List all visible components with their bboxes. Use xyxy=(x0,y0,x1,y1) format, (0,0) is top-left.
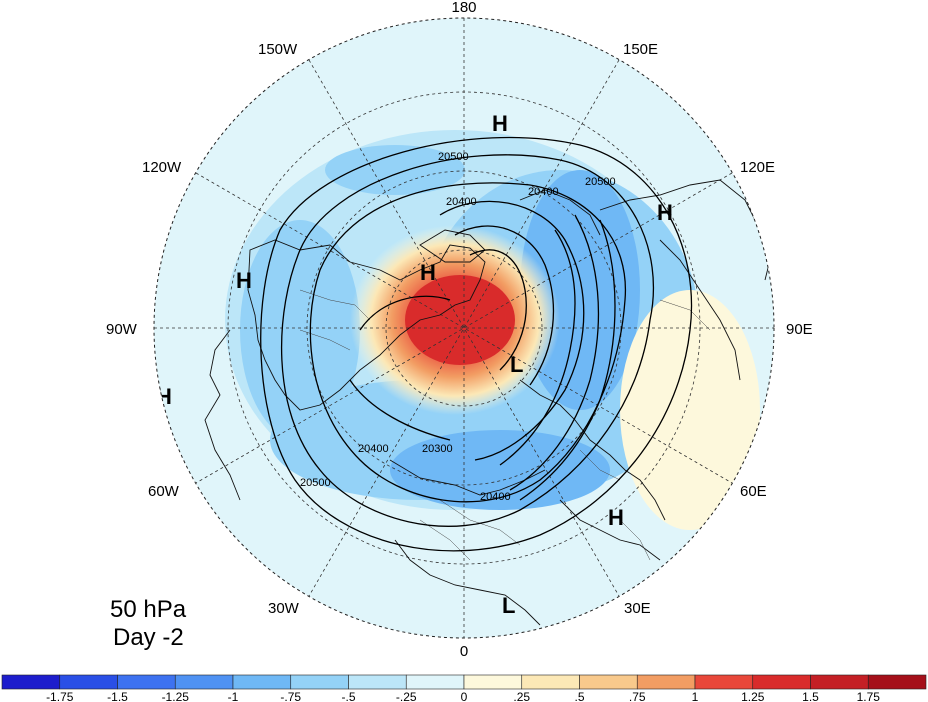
colorbar-swatch xyxy=(867,674,927,690)
colorbar-tick-label: 1.5 xyxy=(802,690,819,702)
contour-label-group: 20500 20400 20400 20500 20400 20300 2040… xyxy=(300,151,616,503)
high-pressure-marker: H xyxy=(608,505,624,530)
colorbar-swatch xyxy=(521,674,580,690)
colorbar-tick-label: -.5 xyxy=(341,690,355,702)
lon-label-90e: 90E xyxy=(786,321,813,338)
colorbar-swatch xyxy=(694,674,754,690)
longitude-labels: 180 150E 120E 90E 60E 30E 0 30W 60W 90W … xyxy=(106,0,813,660)
colorbar-swatch xyxy=(348,674,407,690)
colorbar-swatch xyxy=(636,674,696,690)
colorbar-swatch xyxy=(405,674,465,690)
lon-label-120w: 120W xyxy=(142,159,182,176)
colorbar-tick-label: .5 xyxy=(574,690,584,702)
lon-label-180: 180 xyxy=(451,0,476,16)
height-contours xyxy=(260,136,693,552)
colorbar-swatch xyxy=(59,674,118,690)
colorbar-tick-label: -1 xyxy=(228,690,239,702)
lon-label-60w: 60W xyxy=(148,483,180,500)
map-boundary xyxy=(153,17,775,639)
colorbar-tick-label: -1.5 xyxy=(107,690,128,702)
colorbar-tick-label: 0 xyxy=(461,690,468,702)
high-pressure-marker: H xyxy=(492,111,508,136)
contour-label: 20400 xyxy=(528,186,559,198)
anomaly-positive-core xyxy=(405,275,515,365)
colorbar-tick-label: .25 xyxy=(513,690,530,702)
contour-label: 20400 xyxy=(358,443,389,455)
contour-label: 20500 xyxy=(585,176,616,188)
colorbar-tick-label: -.75 xyxy=(280,690,301,702)
lon-label-0: 0 xyxy=(460,643,468,660)
lon-label-150e: 150E xyxy=(623,41,658,58)
contour-label: 20400 xyxy=(446,196,477,208)
high-pressure-marker: H xyxy=(236,268,252,293)
lon-label-30w: 30W xyxy=(268,600,300,617)
colorbar-tick-label: -1.75 xyxy=(46,690,74,702)
colorbar-swatch xyxy=(174,674,234,690)
colorbar-swatch xyxy=(1,674,61,690)
lon-label-120e: 120E xyxy=(740,159,775,176)
lon-label-60e: 60E xyxy=(740,483,767,500)
colorbar-tick-label: 1.75 xyxy=(857,690,881,702)
colorbar-swatch xyxy=(463,674,523,690)
high-pressure-marker: H xyxy=(420,260,436,285)
colorbar-swatch xyxy=(810,674,869,690)
contour-label: 20400 xyxy=(480,491,511,503)
day-label: Day -2 xyxy=(113,624,184,651)
lon-label-30e: 30E xyxy=(624,600,651,617)
colorbar-swatch xyxy=(117,674,176,690)
high-pressure-marker: H xyxy=(657,200,673,225)
anomaly-positive-southeast xyxy=(620,290,760,530)
colorbar-swatch xyxy=(290,674,349,690)
coastlines xyxy=(204,179,771,626)
contour-label: 20300 xyxy=(422,443,453,455)
colorbar-swatch xyxy=(579,674,638,690)
colorbar-swatch xyxy=(232,674,292,690)
low-pressure-marker: L xyxy=(502,593,515,618)
contour-label: 20500 xyxy=(438,151,469,163)
lon-label-150w: 150W xyxy=(258,41,298,58)
colorbar-tick-label: 1 xyxy=(692,690,699,702)
colorbar-tick-label: .75 xyxy=(629,690,646,702)
low-pressure-marker: L xyxy=(510,352,523,377)
meridians xyxy=(154,18,774,638)
anomaly-north xyxy=(325,145,465,195)
pressure-level-label: 50 hPa xyxy=(110,596,187,623)
map-disk: 20500 20400 20400 20500 20400 20300 2040… xyxy=(154,18,774,638)
colorbar xyxy=(1,674,927,690)
lon-label-90w: 90W xyxy=(106,321,138,338)
colorbar-swatch xyxy=(752,674,811,690)
colorbar-tick-label: 1.25 xyxy=(741,690,765,702)
colorbar-tick-label: -1.25 xyxy=(162,690,190,702)
colorbar-labels: -1.75 -1.5 -1.25 -1 -.75 -.5 -.25 0 .25 .5 .75 1 1.2… xyxy=(46,690,880,702)
contour-label: 20500 xyxy=(300,477,331,489)
colorbar-tick-label: -.25 xyxy=(396,690,417,702)
